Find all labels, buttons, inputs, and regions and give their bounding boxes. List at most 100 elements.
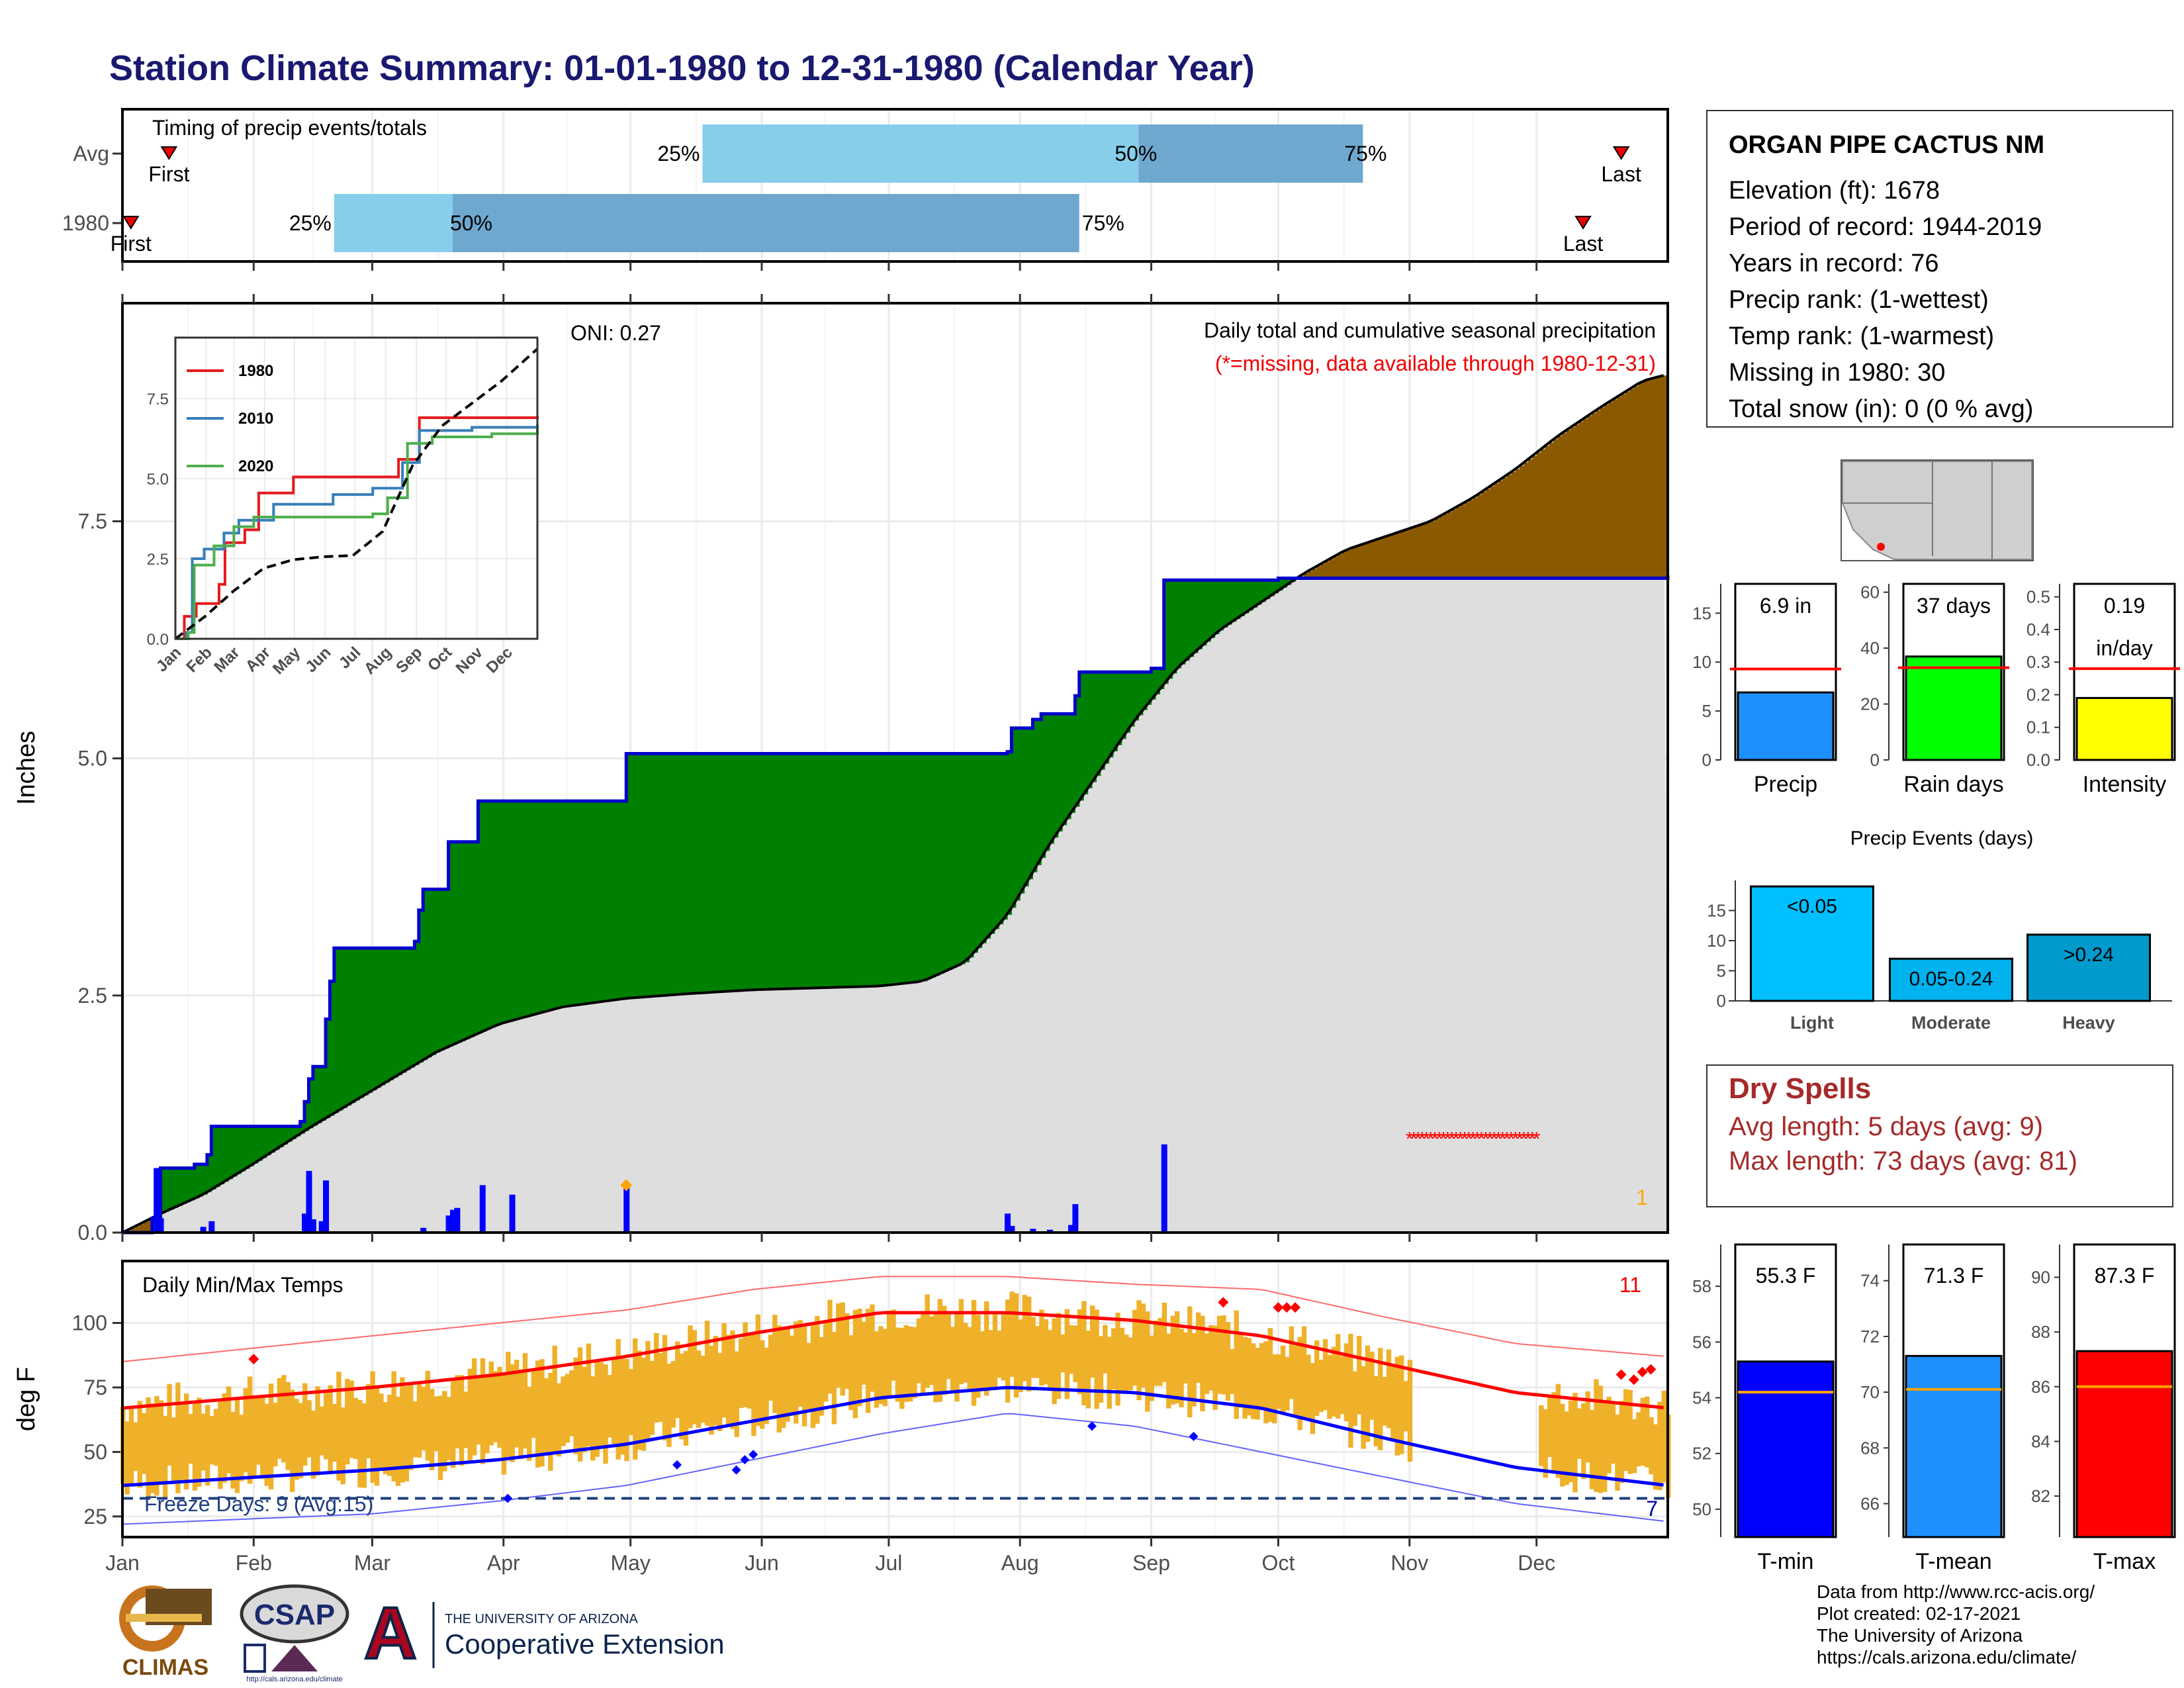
daily-temp-bar bbox=[273, 1403, 278, 1467]
above-avg-fill bbox=[211, 1126, 216, 1190]
below-avg-fill bbox=[130, 1228, 136, 1233]
daily-temp-bar bbox=[1289, 1326, 1295, 1399]
daily-temp-bar bbox=[522, 1353, 528, 1449]
below-avg-fill bbox=[1464, 502, 1469, 579]
daily-temp-bar bbox=[899, 1327, 905, 1409]
above-avg-fill bbox=[817, 753, 822, 988]
above-avg-fill bbox=[372, 948, 377, 1091]
above-avg-fill bbox=[410, 948, 416, 1068]
above-avg-fill bbox=[1087, 672, 1093, 788]
timing-label: Timing of precip events/totals bbox=[152, 116, 427, 140]
above-avg-fill bbox=[1282, 578, 1287, 588]
daily-precip-bar bbox=[479, 1185, 486, 1233]
station-location-dot bbox=[1877, 543, 1885, 551]
daily-temp-bar bbox=[794, 1321, 799, 1424]
below-avg-fill bbox=[1367, 542, 1372, 579]
daily-temp-bar bbox=[1238, 1332, 1244, 1408]
daily-temp-bar bbox=[213, 1409, 219, 1466]
record-high-marker bbox=[1628, 1374, 1639, 1385]
csap-logo-text: CSAP bbox=[254, 1599, 335, 1631]
daily-precip-bar bbox=[509, 1194, 516, 1233]
above-avg-fill bbox=[833, 753, 839, 988]
daily-temp-bar bbox=[870, 1304, 875, 1392]
daily-temp-bar bbox=[1398, 1355, 1404, 1454]
above-avg-fill bbox=[308, 1078, 314, 1129]
above-avg-fill bbox=[1202, 580, 1207, 646]
daily-temp-bar bbox=[1386, 1349, 1392, 1429]
last-label: Last bbox=[1601, 162, 1641, 186]
precip-event-category: Moderate bbox=[1911, 1013, 1991, 1033]
daily-temp-bar bbox=[128, 1407, 134, 1485]
daily-temp-bar bbox=[561, 1376, 566, 1446]
below-avg-fill bbox=[1502, 477, 1508, 579]
above-avg-fill bbox=[1240, 580, 1245, 616]
daily-temp-bar bbox=[1060, 1334, 1066, 1373]
above-avg-fill bbox=[1163, 580, 1169, 684]
daily-temp-bar bbox=[857, 1308, 862, 1407]
timing-q75-label: 75% bbox=[1082, 211, 1124, 235]
below-avg-fill bbox=[1359, 545, 1363, 579]
daily-temp-bar bbox=[1377, 1348, 1383, 1450]
missing-marker: * bbox=[1533, 1129, 1541, 1150]
daily-temp-bar bbox=[806, 1342, 811, 1412]
temps-ytick: 25 bbox=[83, 1505, 107, 1528]
temps-ylabel: deg F bbox=[13, 1367, 40, 1431]
daily-temp-bar bbox=[1645, 1396, 1650, 1468]
above-avg-fill bbox=[761, 753, 766, 990]
daily-temp-bar bbox=[400, 1377, 405, 1483]
above-avg-fill bbox=[893, 753, 898, 985]
above-avg-fill bbox=[872, 753, 877, 986]
daily-temp-bar bbox=[1539, 1405, 1544, 1466]
above-avg-fill bbox=[1155, 668, 1160, 694]
daily-temp-bar bbox=[484, 1374, 490, 1454]
above-avg-fill bbox=[1032, 719, 1038, 872]
above-avg-fill bbox=[494, 801, 500, 1026]
above-avg-fill bbox=[905, 753, 911, 984]
below-avg-fill bbox=[1409, 528, 1414, 579]
daily-temp-bar bbox=[243, 1388, 248, 1473]
above-avg-fill bbox=[732, 753, 737, 992]
daily-temp-bar bbox=[612, 1358, 617, 1444]
summary-bar-value: in/day bbox=[2096, 636, 2152, 660]
temp-bar-name: T-min bbox=[1758, 1549, 1814, 1574]
daily-temp-bar bbox=[255, 1397, 261, 1465]
daily-precip-bar bbox=[420, 1227, 427, 1233]
daily-temp-bar bbox=[1170, 1315, 1175, 1405]
daily-temp-bar bbox=[823, 1322, 829, 1402]
daily-temp-bar bbox=[1581, 1403, 1586, 1479]
daily-temp-bar bbox=[1627, 1389, 1633, 1474]
daily-precip-bar bbox=[1047, 1229, 1053, 1233]
daily-precip-bar bbox=[1161, 1144, 1167, 1233]
above-avg-fill bbox=[393, 948, 398, 1078]
above-avg-fill bbox=[664, 753, 669, 996]
daily-temp-bar bbox=[739, 1338, 744, 1409]
record-high-marker bbox=[248, 1354, 259, 1365]
daily-temp-bar bbox=[480, 1358, 486, 1464]
daily-temp-bar bbox=[310, 1410, 316, 1479]
daily-temp-bar bbox=[916, 1318, 922, 1383]
missing-marker: * bbox=[1512, 1129, 1520, 1150]
daily-temp-bar bbox=[1576, 1408, 1582, 1459]
above-avg-fill bbox=[1096, 672, 1101, 776]
daily-temp-bar bbox=[1242, 1336, 1248, 1419]
daily-temp-bar bbox=[437, 1395, 443, 1480]
ua-logo: A THE UNIVERSITY OF ARIZONA Cooperative … bbox=[363, 1595, 724, 1675]
above-avg-fill bbox=[888, 753, 893, 986]
daily-temp-bar bbox=[713, 1336, 719, 1426]
above-avg-fill bbox=[473, 841, 478, 1036]
daily-temp-bar bbox=[1204, 1333, 1210, 1394]
daily-temp-bar bbox=[1005, 1299, 1011, 1403]
summary-bar-ytick: 0 bbox=[1702, 750, 1711, 770]
above-avg-fill bbox=[232, 1126, 238, 1177]
precip-border bbox=[121, 302, 1669, 1234]
freeze-days-label: Freeze Days: 9 (Avg:15) bbox=[144, 1492, 373, 1516]
daily-temp-bar bbox=[797, 1320, 803, 1407]
summary-bar-ytick: 10 bbox=[1692, 652, 1711, 672]
daily-temp-bar bbox=[1661, 1390, 1666, 1483]
timing-q25-label: 25% bbox=[289, 211, 332, 235]
summary-bars-panel: 0 5 10 15 6.9 in Precip 0 20 40 60 37 days Rain day… bbox=[1692, 583, 2180, 797]
daily-temp-bar bbox=[306, 1400, 312, 1458]
daily-temp-bar bbox=[450, 1380, 456, 1468]
daily-temp-bar bbox=[294, 1399, 299, 1480]
above-avg-fill bbox=[944, 753, 949, 972]
